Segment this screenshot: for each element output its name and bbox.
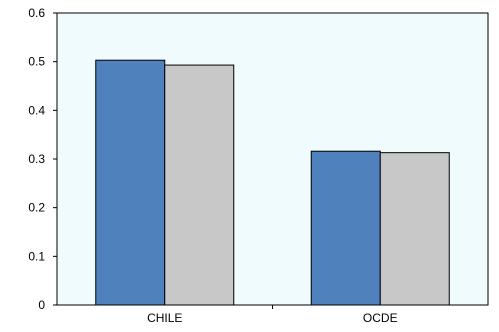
bar-ocde-series-2: [379, 152, 450, 306]
bar-ocde-series-1: [310, 150, 381, 306]
bar-chile-series-1: [95, 59, 166, 306]
y-tick-label: 0: [38, 298, 45, 312]
bars: [95, 59, 450, 306]
y-tick-label: 0.5: [28, 55, 45, 69]
bar-chile-series-2: [164, 64, 235, 306]
x-category-label: OCDE: [363, 311, 398, 325]
y-tick-label: 0.3: [28, 152, 45, 166]
x-category-label: CHILE: [147, 311, 182, 325]
y-tick-label: 0.4: [28, 103, 45, 117]
y-tick-label: 0.2: [28, 201, 45, 215]
x-axis: CHILE OCDE: [147, 305, 398, 325]
y-tick-label: 0.6: [28, 6, 45, 20]
y-axis: 0 0.1 0.2 0.3 0.4 0.5 0.6: [28, 6, 57, 312]
y-tick-label: 0.1: [28, 249, 45, 263]
